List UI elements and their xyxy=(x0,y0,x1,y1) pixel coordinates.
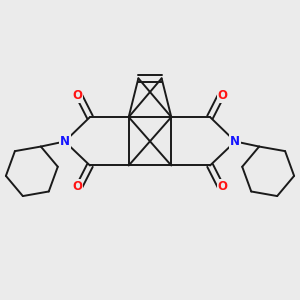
Text: O: O xyxy=(72,180,82,193)
Text: N: N xyxy=(60,135,70,148)
Text: O: O xyxy=(218,180,228,193)
Text: O: O xyxy=(72,89,82,102)
Text: N: N xyxy=(230,135,240,148)
Text: O: O xyxy=(218,89,228,102)
